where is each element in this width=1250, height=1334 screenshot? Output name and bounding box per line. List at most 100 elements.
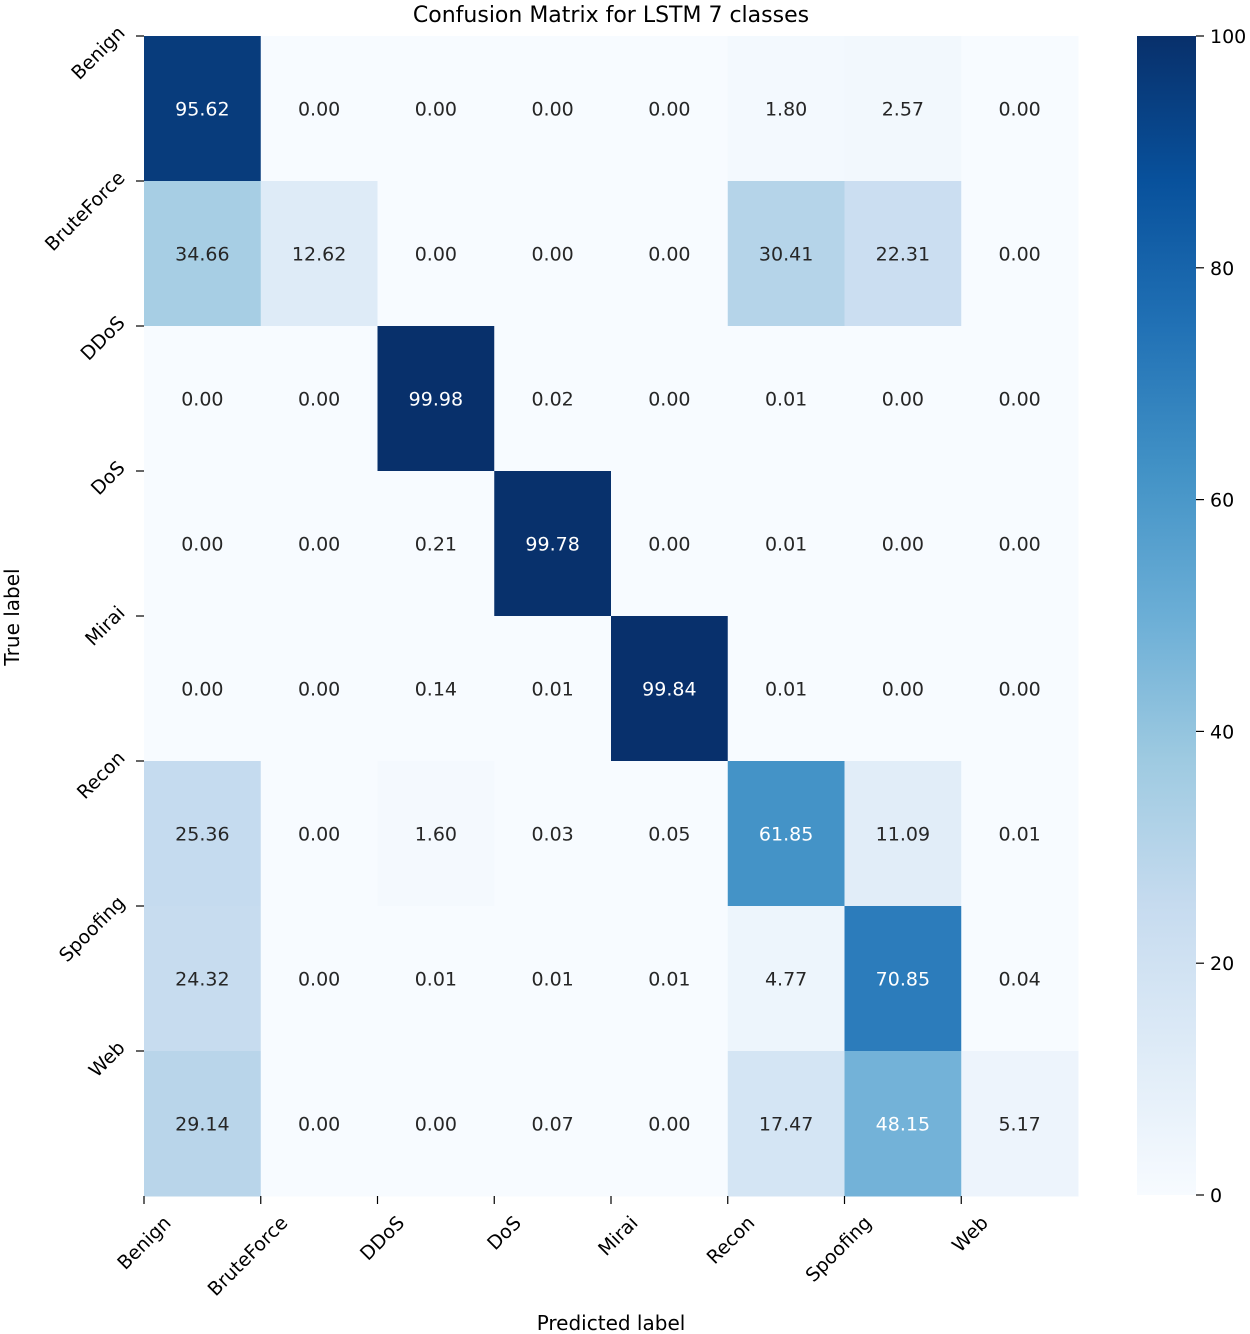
cell-Web-Web [961, 1051, 1079, 1197]
cell-value: 0.00 [181, 679, 223, 701]
cell-value: 0.00 [998, 679, 1040, 701]
cell-Benign-DoS [494, 36, 612, 182]
cell-Mirai-Mirai [611, 616, 729, 762]
cell-Recon-Web [961, 761, 1079, 907]
x-tick-label-dos: DoS [483, 1212, 526, 1255]
cell-BruteForce-Web [961, 181, 1079, 327]
cell-value: 0.00 [181, 534, 223, 556]
cell-Spoofing-Web [961, 906, 1079, 1052]
cell-value: 0.00 [531, 99, 573, 121]
cell-Benign-DDoS [377, 36, 495, 182]
chart-title: Confusion Matrix for LSTM 7 classes [413, 3, 809, 28]
cell-value: 25.36 [175, 824, 229, 846]
cell-value: 0.01 [765, 679, 807, 701]
x-tick-label-ddos: DDoS [356, 1212, 409, 1265]
cell-DoS-Web [961, 471, 1079, 617]
cell-DDoS-DDoS [377, 326, 495, 472]
cell-Mirai-Web [961, 616, 1079, 762]
cell-Web-Recon [727, 1051, 845, 1197]
x-tick-label-bruteforce: BruteForce [204, 1212, 293, 1301]
cell-value: 0.04 [998, 969, 1040, 991]
cell-value: 12.62 [292, 244, 346, 266]
y-tick-label-ddos: DDoS [77, 312, 130, 365]
cell-Mirai-Spoofing [844, 616, 962, 762]
cell-value: 0.00 [298, 824, 340, 846]
cell-Recon-Recon [727, 761, 845, 907]
cell-value: 99.84 [642, 679, 696, 701]
cell-value: 0.14 [415, 679, 457, 701]
cell-Spoofing-BruteForce [260, 906, 378, 1052]
cell-value: 0.01 [531, 679, 573, 701]
cell-value: 0.00 [298, 969, 340, 991]
cell-value: 29.14 [175, 1114, 229, 1136]
colorbar-gradient [1137, 36, 1196, 1195]
colorbar-tick-label: 0 [1210, 1185, 1222, 1207]
cell-BruteForce-Mirai [611, 181, 729, 327]
cell-Benign-BruteForce [260, 36, 378, 182]
cell-value: 1.80 [765, 99, 807, 121]
cell-value: 0.00 [298, 389, 340, 411]
cell-Recon-Benign [144, 761, 262, 907]
cell-Web-Mirai [611, 1051, 729, 1197]
cell-DoS-DDoS [377, 471, 495, 617]
cell-value: 0.01 [648, 969, 690, 991]
cell-value: 0.00 [882, 534, 924, 556]
cell-value: 0.00 [298, 679, 340, 701]
cell-DoS-Spoofing [844, 471, 962, 617]
cell-Mirai-Benign [144, 616, 262, 762]
cell-Spoofing-Mirai [611, 906, 729, 1052]
colorbar-tick-label: 60 [1210, 490, 1234, 512]
cell-DoS-Benign [144, 471, 262, 617]
cell-value: 0.00 [998, 244, 1040, 266]
colorbar-tick-label: 20 [1210, 953, 1234, 975]
cell-BruteForce-BruteForce [260, 181, 378, 327]
cell-BruteForce-Recon [727, 181, 845, 327]
cell-DDoS-BruteForce [260, 326, 378, 472]
cell-Benign-Benign [144, 36, 262, 182]
cell-DDoS-Benign [144, 326, 262, 472]
colorbar-tick-label: 100 [1210, 26, 1246, 48]
cell-value: 99.78 [525, 534, 579, 556]
cell-value: 0.00 [298, 534, 340, 556]
cell-value: 0.00 [298, 99, 340, 121]
cell-Benign-Spoofing [844, 36, 962, 182]
cell-value: 17.47 [759, 1114, 813, 1136]
cell-Mirai-Recon [727, 616, 845, 762]
y-axis-ticks: Benign BruteForce DDoS DoS Mirai Recon Spoofin… [41, 22, 144, 1082]
cell-BruteForce-Benign [144, 181, 262, 327]
colorbar: 0 20 40 60 80 100 [1137, 26, 1246, 1207]
y-tick-label-web: Web [85, 1037, 130, 1082]
y-tick-label-bruteforce: BruteForce [41, 167, 130, 256]
colorbar-ticks: 0 20 40 60 80 100 [1196, 26, 1246, 1207]
cell-DoS-BruteForce [260, 471, 378, 617]
cell-BruteForce-Spoofing [844, 181, 962, 327]
y-tick-label-mirai: Mirai [81, 602, 129, 650]
cell-Web-Benign [144, 1051, 262, 1197]
cell-BruteForce-DDoS [377, 181, 495, 327]
cell-value: 0.05 [648, 824, 690, 846]
colorbar-tick-label: 80 [1210, 258, 1234, 280]
cell-Web-DDoS [377, 1051, 495, 1197]
cell-DDoS-Mirai [611, 326, 729, 472]
cell-DDoS-Recon [727, 326, 845, 472]
cell-DDoS-Spoofing [844, 326, 962, 472]
cell-Benign-Recon [727, 36, 845, 182]
y-tick-label-recon: Recon [73, 747, 130, 804]
cell-Spoofing-Spoofing [844, 906, 962, 1052]
colorbar-tick-label: 40 [1210, 721, 1234, 743]
cell-Web-Spoofing [844, 1051, 962, 1197]
cell-value: 61.85 [759, 824, 813, 846]
cell-value: 0.01 [765, 534, 807, 556]
cell-value: 0.02 [531, 389, 573, 411]
y-tick-label-dos: DoS [87, 457, 130, 500]
cell-value: 0.01 [998, 824, 1040, 846]
cell-value: 0.07 [531, 1114, 573, 1136]
cell-Recon-Mirai [611, 761, 729, 907]
cell-Benign-Web [961, 36, 1079, 182]
cell-DoS-Recon [727, 471, 845, 617]
cell-value: 99.98 [409, 389, 463, 411]
cell-value: 0.01 [531, 969, 573, 991]
cell-value: 0.00 [998, 99, 1040, 121]
x-axis-label: Predicted label [537, 1311, 686, 1334]
